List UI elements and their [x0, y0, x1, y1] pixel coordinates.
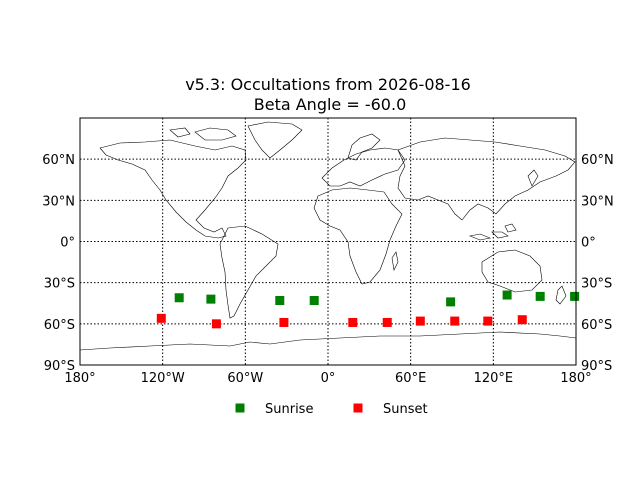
sunset-marker: [156, 313, 166, 323]
coastlines: [79, 121, 577, 351]
y-tick-label-right: 60°N: [581, 153, 614, 168]
x-tick-label: 120°E: [474, 371, 514, 386]
legend-sunset-swatch: [353, 403, 363, 413]
legend-sunset-label: Sunset: [383, 402, 428, 417]
map-area: [79, 117, 580, 366]
africa-outline: [313, 187, 403, 285]
asia-outline: [397, 137, 576, 221]
y-tick-label-right: 30°S: [581, 277, 612, 292]
australia-outline: [481, 249, 543, 293]
y-tick-label-left: 30°S: [44, 277, 75, 292]
sunrise-marker: [309, 296, 319, 306]
sunrise-marker: [275, 296, 285, 306]
occultation-markers: [156, 290, 580, 329]
sunset-marker: [348, 317, 358, 327]
legend: Sunrise Sunset: [235, 402, 428, 417]
new-zealand-outline: [555, 285, 567, 305]
y-tick-label-left: 30°N: [42, 194, 75, 209]
antarctica-outline: [79, 331, 577, 351]
scandinavia-outline: [347, 133, 381, 161]
y-tick-label-right: 90°S: [581, 359, 612, 374]
arctic-islands-outline: [169, 127, 237, 141]
legend-sunrise-label: Sunrise: [265, 402, 313, 417]
map-frame: [79, 117, 577, 366]
y-tick-label-right: 0°: [581, 236, 596, 251]
y-tick-label-left: 0°: [60, 236, 75, 251]
sunrise-marker: [535, 291, 545, 301]
legend-sunrise-swatch: [235, 403, 245, 413]
y-tick-label-left: 60°S: [44, 318, 75, 333]
sunset-marker: [450, 316, 460, 326]
graticule: [80, 118, 576, 365]
south-america-outline: [219, 225, 279, 319]
europe-outline: [321, 147, 406, 187]
x-tick-label: 0°: [321, 371, 336, 386]
sunset-marker: [483, 316, 493, 326]
y-tick-label-left: 90°S: [44, 359, 75, 374]
y-tick-label-right: 60°S: [581, 318, 612, 333]
sunrise-marker: [206, 294, 216, 304]
madagascar-outline: [391, 251, 399, 271]
y-tick-label-right: 30°N: [581, 194, 614, 209]
north-america-outline: [99, 139, 247, 239]
sunrise-marker: [570, 291, 580, 301]
x-tick-label: 180°: [560, 371, 591, 386]
sunset-marker: [382, 317, 392, 327]
sunrise-marker: [174, 293, 184, 303]
sunrise-marker: [446, 297, 456, 307]
sunset-marker: [279, 317, 289, 327]
japan-outline: [527, 169, 539, 187]
x-tick-label: 60°E: [395, 371, 426, 386]
chart-subtitle: Beta Angle = -60.0: [254, 95, 407, 114]
x-tick-label: 120°W: [141, 371, 185, 386]
y-tick-label-left: 60°N: [42, 153, 75, 168]
sunset-marker: [211, 319, 221, 329]
sunset-marker: [517, 315, 527, 325]
x-tick-label: 180°: [64, 371, 95, 386]
x-tick-label: 60°W: [227, 371, 263, 386]
axis-tick-labels: 180° 120°W 60°W 0° 60°E 120°E 180° 60°N 60°N 30°N…: [42, 153, 614, 386]
sunset-marker: [415, 316, 425, 326]
chart-title: v5.3: Occultations from 2026-08-16: [185, 75, 471, 94]
indonesia-outline: [468, 223, 517, 241]
greenland-outline: [247, 121, 303, 159]
sunrise-marker: [502, 290, 512, 300]
